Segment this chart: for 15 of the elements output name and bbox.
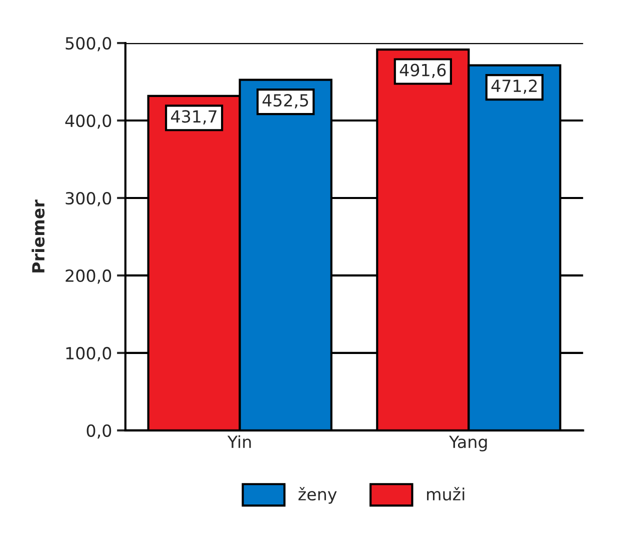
data-label: 471,2 bbox=[491, 80, 537, 94]
x-tick-label: Yin bbox=[227, 435, 251, 448]
legend-label: muži bbox=[427, 486, 464, 501]
y-tick-label: 0,0 bbox=[86, 424, 112, 439]
data-label: 452,5 bbox=[262, 94, 308, 108]
legend-label: ženy bbox=[298, 486, 337, 504]
y-tick-label: 100,0 bbox=[66, 346, 112, 362]
y-tick-label: 300,0 bbox=[66, 192, 112, 206]
x-tick-label: Yang bbox=[449, 436, 487, 452]
y-tick-label: 500,0 bbox=[66, 37, 112, 52]
y-tick-label: 400,0 bbox=[65, 114, 112, 129]
y-tick-label: 200,0 bbox=[66, 269, 112, 284]
data-label: 431,7 bbox=[171, 110, 216, 124]
y-axis-title: Priemer bbox=[32, 200, 45, 272]
data-label: 491,6 bbox=[400, 64, 446, 78]
